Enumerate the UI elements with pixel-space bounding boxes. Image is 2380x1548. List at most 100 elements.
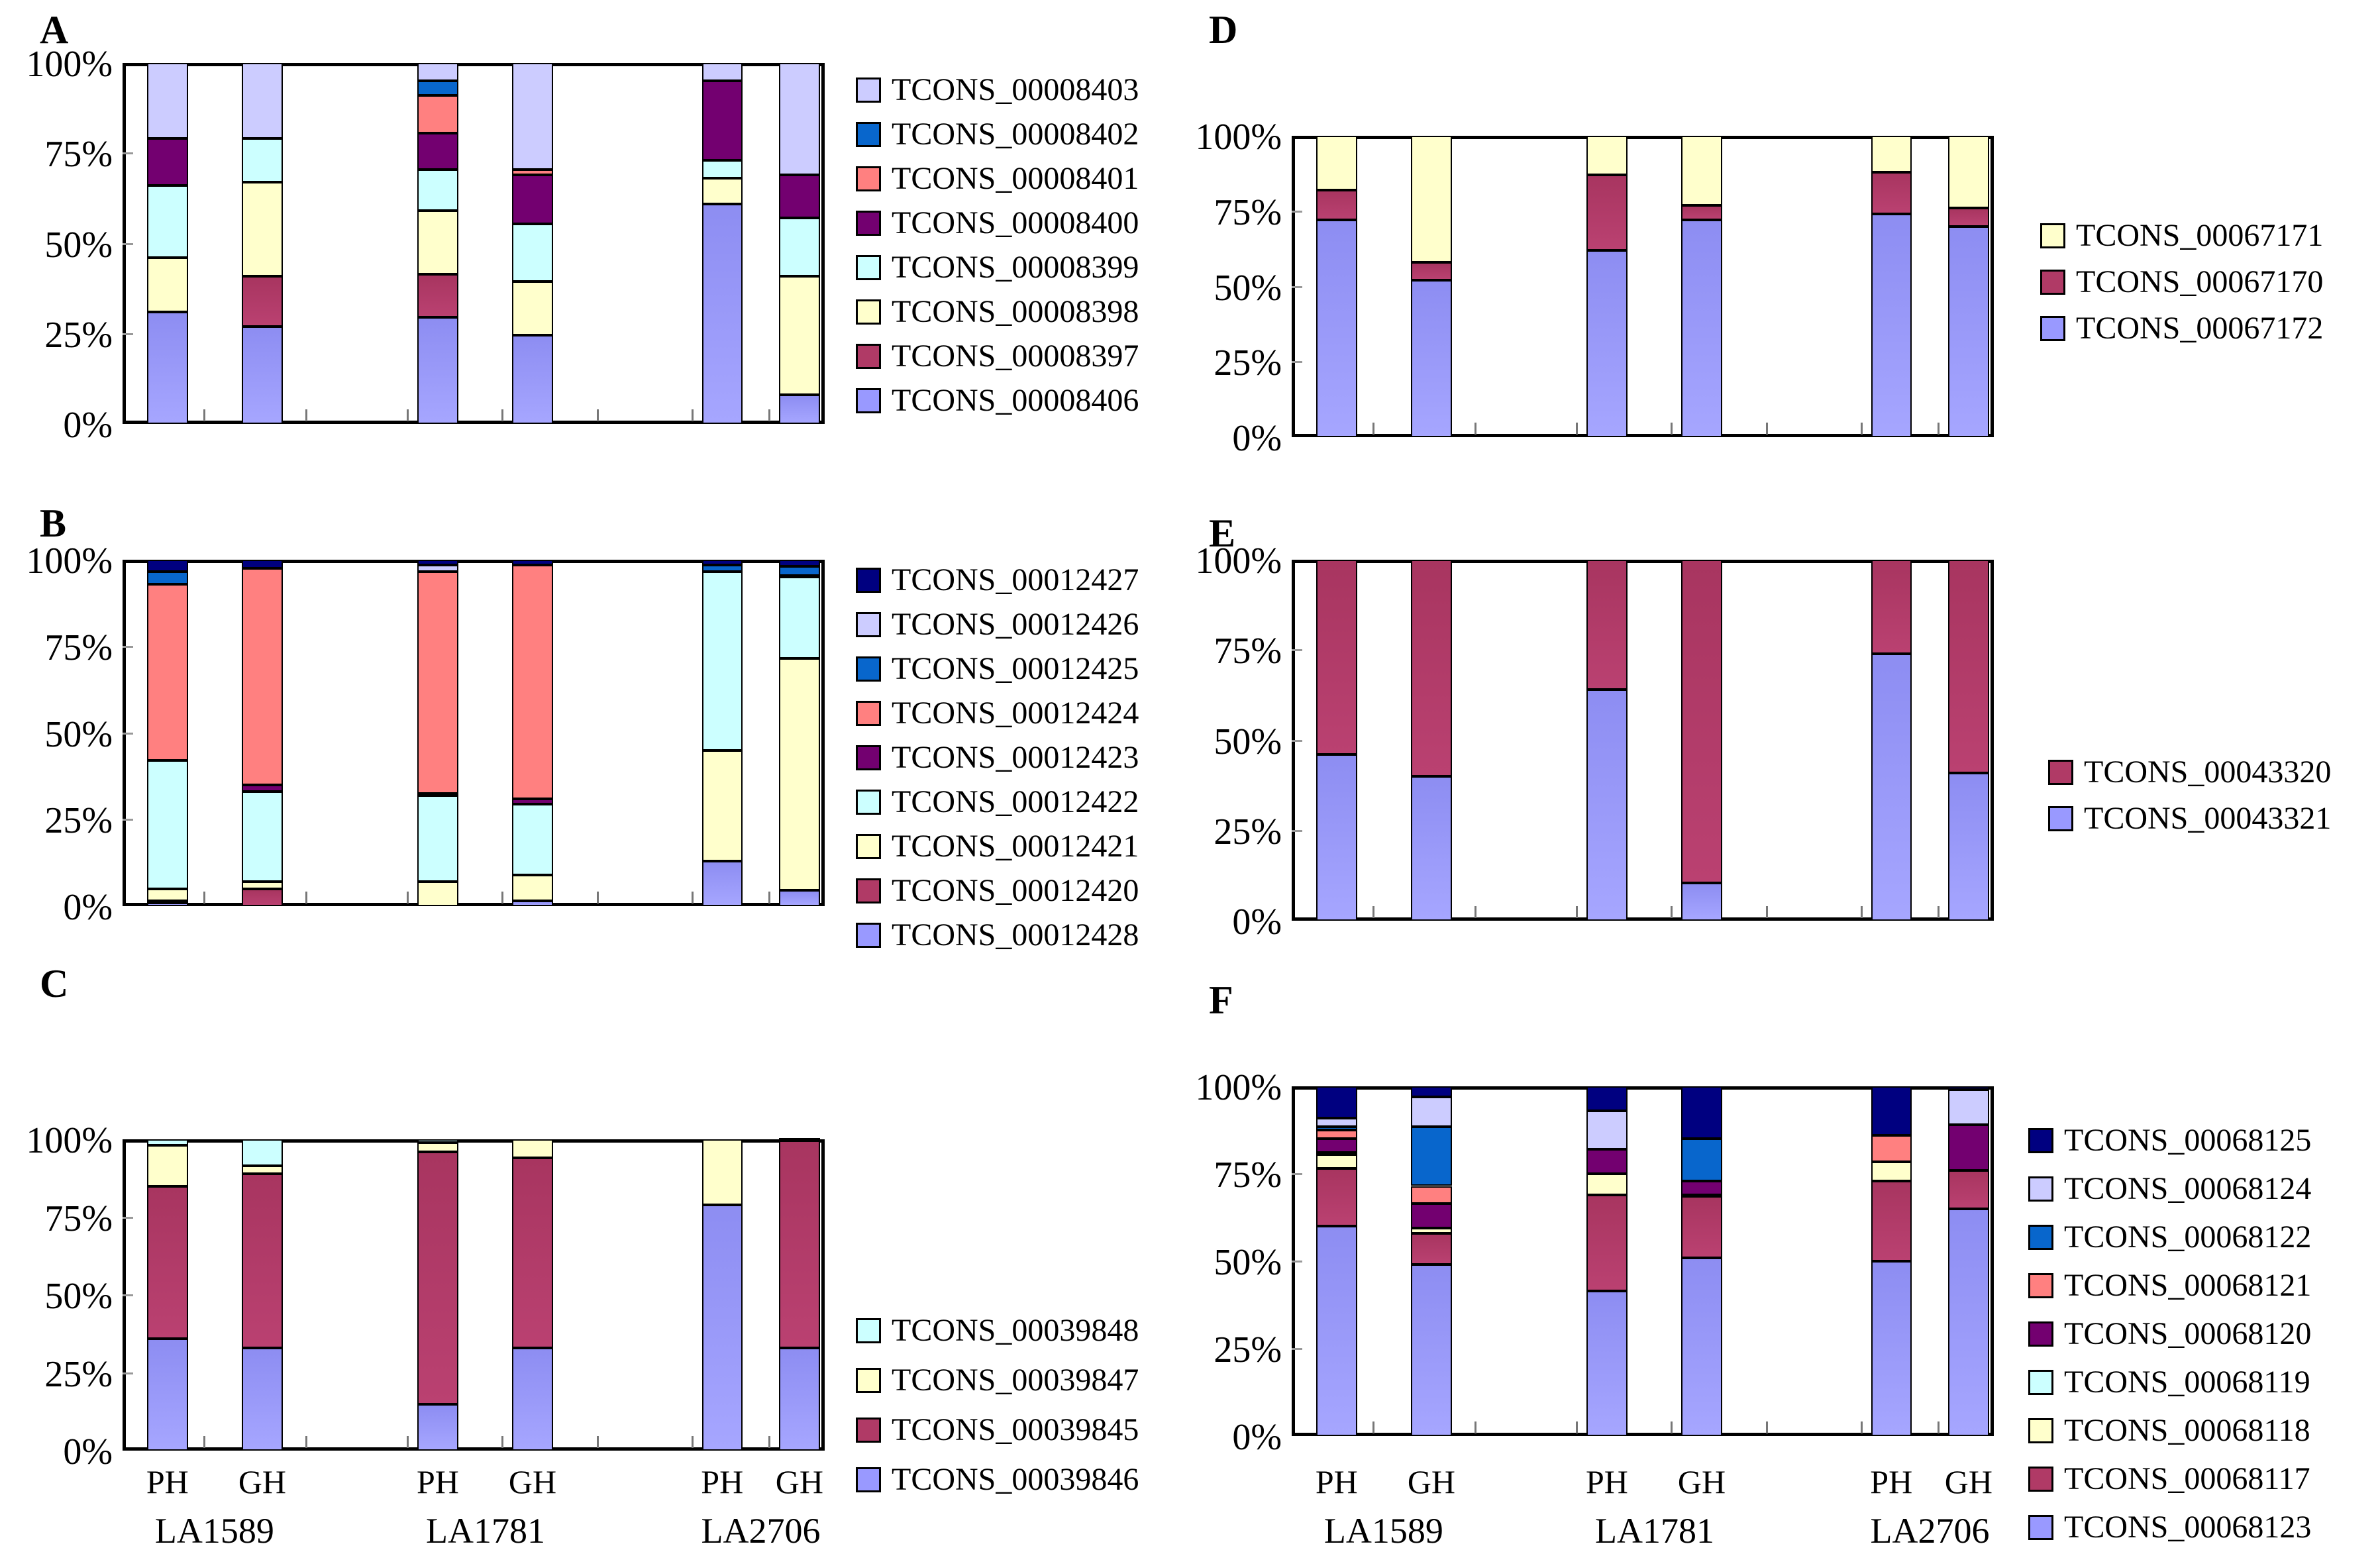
segment-TCONS_00043321 [1411, 776, 1452, 921]
panel-B-ytick-label: 25% [44, 800, 113, 842]
x-label-LA2706-PH: PH [1870, 1463, 1913, 1500]
x-axis-tick [203, 1436, 205, 1448]
segment-TCONS_00039848 [417, 1139, 458, 1143]
bar-LA2706-PH [701, 63, 743, 424]
x-axis-tick [407, 409, 409, 421]
y-axis-tick [123, 1372, 133, 1374]
x-axis-tick [305, 892, 307, 903]
segment-TCONS_00008398 [512, 281, 553, 336]
segment-TCONS_00043320 [1681, 560, 1722, 883]
legend-item-TCONS_00039845: TCONS_00039845 [856, 1414, 1139, 1446]
x-label-LA1781-GH: GH [508, 1463, 557, 1500]
segment-TCONS_00068120 [1586, 1149, 1628, 1174]
x-axis-tick [1576, 1421, 1578, 1433]
panel-B-ytick-label: 50% [44, 713, 113, 755]
panel-C-letter: C [40, 962, 69, 1006]
panel-B-ytick-label: 100% [26, 541, 113, 582]
segment-TCONS_00068123 [1586, 1290, 1628, 1436]
legend-item-TCONS_00008402: TCONS_00008402 [856, 119, 1139, 150]
segment-TCONS_00068123 [1411, 1264, 1452, 1436]
bar-LA2706-PH [1871, 1086, 1912, 1436]
segment-TCONS_00068121 [1316, 1130, 1357, 1139]
legend-swatch-TCONS_00068122 [2028, 1225, 2053, 1250]
segment-TCONS_00008398 [242, 181, 283, 276]
segment-TCONS_00012426 [417, 564, 458, 572]
legend-swatch-TCONS_00012425 [856, 656, 881, 682]
segment-TCONS_00012422 [147, 760, 188, 889]
bar-LA1781-GH [512, 1139, 553, 1451]
y-axis-tick [1292, 1173, 1302, 1175]
segment-TCONS_00068122 [1316, 1126, 1357, 1130]
legend-label: TCONS_00012427 [892, 562, 1139, 597]
legend-label: TCONS_00012423 [892, 740, 1139, 775]
legend-item-TCONS_00068123: TCONS_00068123 [2028, 1512, 2311, 1543]
segment-TCONS_00012424 [147, 584, 188, 761]
x-axis-tick [1765, 906, 1768, 918]
segment-TCONS_00008400 [512, 174, 553, 224]
x-axis-tick [1860, 1421, 1863, 1433]
segment-TCONS_00039845 [242, 1173, 283, 1348]
legend-swatch-TCONS_00068125 [2028, 1128, 2053, 1153]
segment-TCONS_00067172 [1411, 280, 1452, 437]
segment-TCONS_00039848 [147, 1139, 188, 1146]
panel-E-ytick-label: 75% [1214, 631, 1282, 672]
bar-LA1589-PH [1316, 1086, 1357, 1436]
legend-label: TCONS_00039848 [892, 1313, 1139, 1348]
y-axis-tick [123, 242, 133, 245]
segment-TCONS_00039846 [242, 1347, 283, 1451]
segment-TCONS_00068120 [1316, 1139, 1357, 1153]
bar-LA1781-GH [1681, 136, 1722, 437]
legend-swatch-TCONS_00012421 [856, 834, 881, 859]
x-label-LA1781-PH: PH [1585, 1463, 1628, 1500]
segment-TCONS_00043320 [1586, 560, 1628, 690]
segment-TCONS_00068125 [1316, 1086, 1357, 1118]
group-label-LA1781: LA1781 [426, 1511, 546, 1548]
legend-label: TCONS_00012420 [892, 873, 1139, 908]
x-axis-tick [596, 1436, 599, 1448]
segment-TCONS_00039845 [147, 1186, 188, 1339]
segment-TCONS_00039847 [147, 1145, 188, 1186]
segment-TCONS_00039847 [417, 1142, 458, 1152]
segment-TCONS_00012420 [242, 888, 283, 906]
panel-A-ytick-label: 50% [44, 224, 113, 266]
y-axis-tick [1292, 361, 1302, 364]
legend-label: TCONS_00008398 [892, 294, 1139, 329]
segment-TCONS_00068125 [1586, 1086, 1628, 1111]
panel-F-ytick-label: 0% [1232, 1417, 1282, 1458]
bar-LA2706-PH [701, 560, 743, 906]
x-label-LA1781-GH: GH [1677, 1463, 1726, 1500]
legend-swatch-TCONS_00012422 [856, 790, 881, 815]
x-label-LA2706-GH: GH [1944, 1463, 1992, 1500]
panel-D-ytick-label: 25% [1214, 342, 1282, 384]
segment-TCONS_00008398 [701, 178, 743, 204]
legend-swatch-TCONS_00043320 [2048, 760, 2073, 785]
legend-swatch-TCONS_00012428 [856, 923, 881, 948]
segment-TCONS_00039845 [779, 1141, 820, 1348]
y-axis-tick [123, 1294, 133, 1296]
legend-item-TCONS_00068117: TCONS_00068117 [2028, 1463, 2310, 1495]
bar-LA1781-GH [512, 63, 553, 424]
segment-TCONS_00008406 [779, 395, 820, 424]
bar-LA1781-PH [1586, 1086, 1628, 1436]
bar-LA2706-PH [701, 1139, 743, 1451]
legend-label: TCONS_00068119 [2064, 1365, 2310, 1400]
segment-TCONS_00012422 [417, 795, 458, 882]
segment-TCONS_00012422 [701, 572, 743, 750]
x-axis-tick [1671, 1421, 1673, 1433]
legend-item-TCONS_00068120: TCONS_00068120 [2028, 1318, 2311, 1350]
x-axis-tick [501, 409, 504, 421]
segment-TCONS_00068123 [1681, 1257, 1722, 1436]
x-axis-tick [305, 409, 307, 421]
segment-TCONS_00067171 [1586, 136, 1628, 176]
legend-label: TCONS_00008400 [892, 205, 1139, 240]
segment-TCONS_00043320 [1411, 560, 1452, 776]
legend-swatch-TCONS_00012426 [856, 612, 881, 637]
segment-TCONS_00012427 [701, 560, 743, 565]
legend-label: TCONS_00068125 [2064, 1123, 2312, 1158]
segment-TCONS_00008403 [779, 63, 820, 175]
x-axis-tick [1474, 906, 1476, 918]
x-axis-tick [768, 1436, 771, 1448]
bar-LA1589-PH [147, 63, 188, 424]
segment-TCONS_00068123 [1316, 1226, 1357, 1436]
